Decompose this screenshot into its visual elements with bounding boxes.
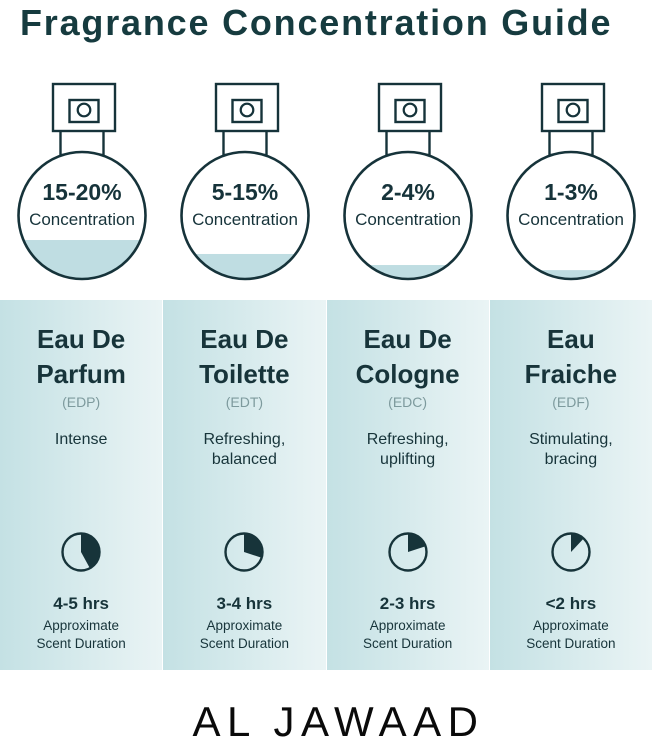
svg-text:15-20%: 15-20% (42, 179, 121, 205)
svg-text:2-4%: 2-4% (381, 179, 435, 205)
svg-text:Concentration: Concentration (518, 210, 624, 229)
svg-text:Concentration: Concentration (355, 210, 461, 229)
svg-text:1-3%: 1-3% (545, 179, 599, 205)
svg-text:5-15%: 5-15% (212, 179, 278, 205)
svg-text:Concentration: Concentration (29, 210, 135, 229)
svg-text:Concentration: Concentration (192, 210, 298, 229)
